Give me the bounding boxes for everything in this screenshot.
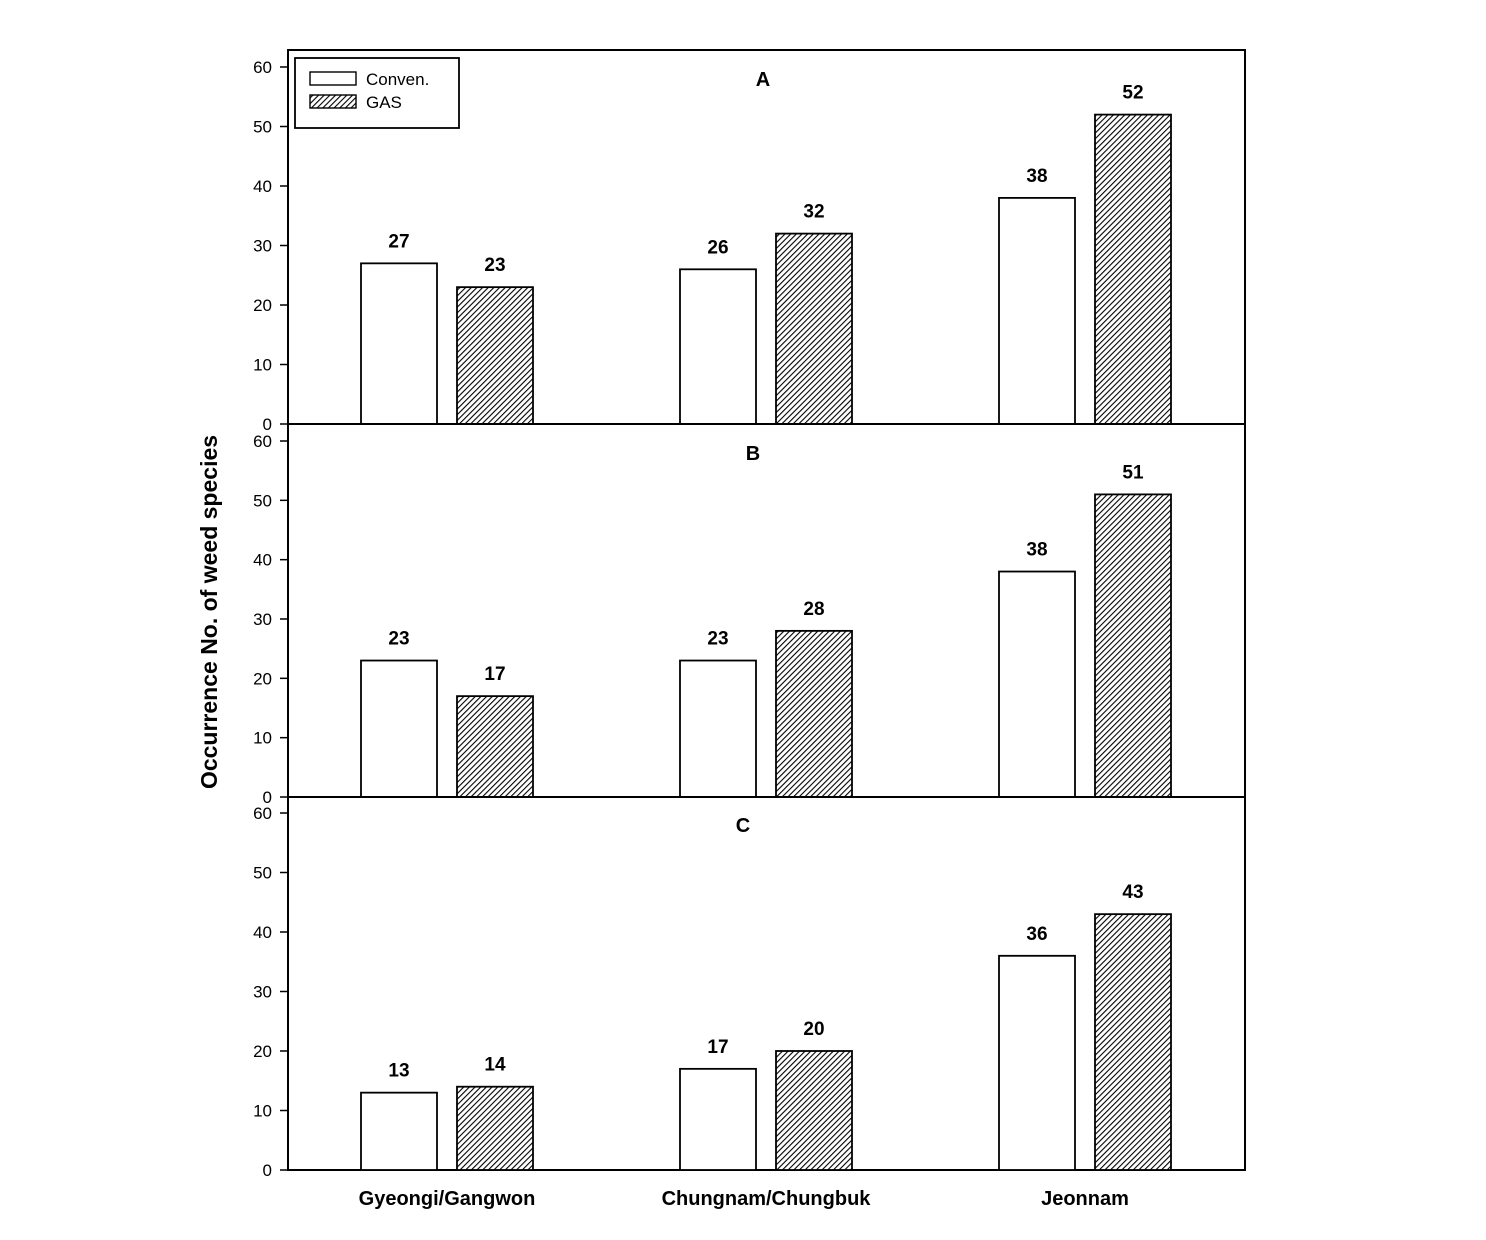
panel-a: 0 10 20 30 40 50 60 A 27 26 38 23 32 52 [253,49,1246,434]
bar-conven [679,1067,757,1171]
legend-entry-label: Conven. [366,70,429,89]
panel-c: 0 10 20 30 40 50 60 C 13 17 36 14 20 43 [253,796,1246,1180]
bar-gas [1094,113,1172,425]
data-label: 17 [707,1037,728,1058]
data-label: 23 [707,629,728,650]
y-tick-label: 0 [263,788,272,807]
bar-gas [775,629,853,798]
data-label: 28 [803,599,824,620]
bar-conven [679,659,757,798]
y-tick-label: 30 [253,610,272,629]
y-tick-label: 20 [253,296,272,315]
data-label: 26 [707,237,728,258]
legend: Conven. GAS [294,57,460,129]
y-tick-label: 30 [253,983,272,1002]
data-label: 38 [1026,540,1047,561]
bar-gas [456,1085,534,1171]
bar-conven [998,196,1076,425]
bar-gas [1094,493,1172,798]
x-category-label: Gyeongi/Gangwon [359,1188,536,1210]
bar-gas [775,232,853,425]
bar-conven [360,659,438,798]
chart-panels: 0 10 20 30 40 50 60 A 27 26 38 23 32 52 0 10 20 30 40 50 60 B… [253,49,1246,1180]
y-tick-label: 30 [253,237,272,256]
legend-swatch [309,94,357,109]
data-label: 23 [388,629,409,650]
y-tick-label: 10 [253,729,272,748]
y-tick-label: 40 [253,177,272,196]
data-label: 14 [484,1055,506,1076]
data-label: 36 [1026,924,1047,945]
y-tick-label: 10 [253,1102,272,1121]
y-tick-label: 0 [263,415,272,434]
data-label: 23 [484,255,505,276]
y-tick-label: 20 [253,669,272,688]
bar-conven [998,570,1076,798]
y-axis-label: Occurrence No. of weed species [196,435,222,789]
bar-gas [456,695,534,798]
plot-frame [287,796,1246,1171]
bar-conven [360,262,438,425]
y-tick-label: 60 [253,432,272,451]
x-category-label: Jeonnam [1041,1188,1129,1210]
data-label: 17 [484,664,505,685]
legend-box [294,57,460,129]
data-label: 27 [388,231,409,252]
data-label: 13 [388,1061,409,1082]
data-label: 43 [1122,882,1143,903]
data-label: 32 [803,202,824,223]
y-tick-label: 20 [253,1042,272,1061]
x-axis-categories: Gyeongi/Gangwon Chungnam/Chungbuk Jeonnam [359,1188,1129,1210]
x-category-label: Chungnam/Chungbuk [662,1188,872,1210]
y-tick-label: 60 [253,804,272,823]
legend-entry-label: GAS [366,93,402,112]
y-tick-label: 40 [253,551,272,570]
bar-gas [456,286,534,425]
panel-label: A [756,69,770,91]
bar-conven [998,954,1076,1171]
y-tick-label: 50 [253,491,272,510]
data-label: 38 [1026,166,1047,187]
bar-conven [360,1091,438,1171]
y-tick-label: 40 [253,923,272,942]
panel-label: C [736,815,750,837]
legend-swatch [309,71,357,86]
y-tick-label: 50 [253,864,272,883]
panel-b: 0 10 20 30 40 50 60 B 23 23 38 17 28 51 [253,423,1246,807]
bar-conven [679,268,757,425]
y-tick-label: 60 [253,58,272,77]
y-tick-label: 10 [253,356,272,375]
y-tick-label: 0 [263,1161,272,1180]
bar-gas [1094,913,1172,1171]
panel-label: B [746,443,760,465]
bar-gas [775,1050,853,1171]
data-label: 20 [803,1019,824,1040]
data-label: 52 [1122,83,1143,104]
data-label: 51 [1122,462,1144,483]
y-tick-label: 50 [253,118,272,137]
